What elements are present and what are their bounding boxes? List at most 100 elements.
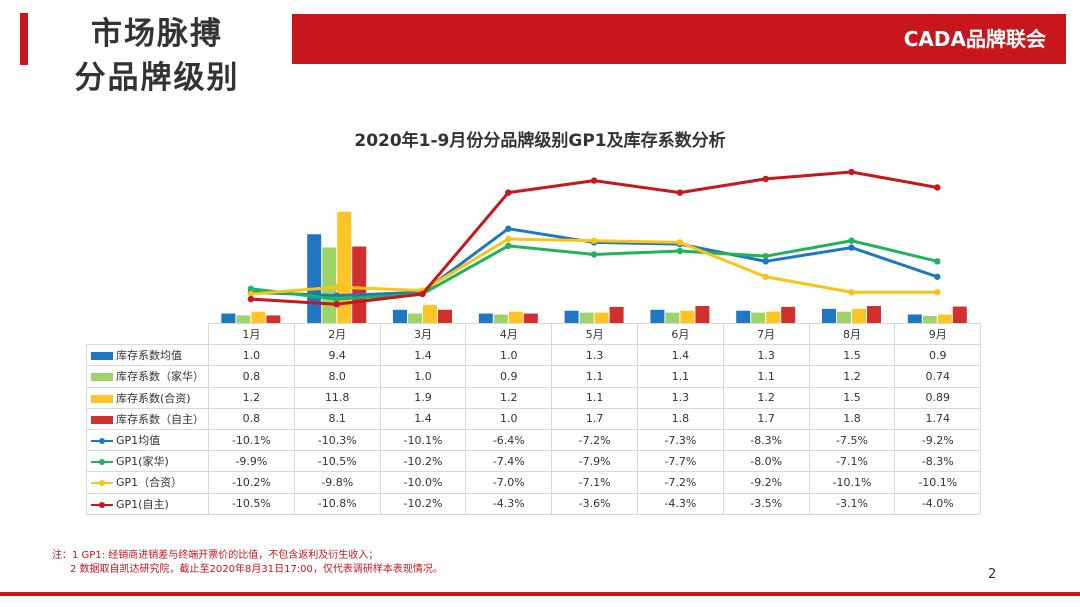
line-point bbox=[247, 285, 255, 293]
table-cell: -10.1% bbox=[379, 428, 467, 452]
table-cell: -3.6% bbox=[551, 492, 638, 515]
bottom-accent-line bbox=[0, 592, 1080, 596]
line-point bbox=[676, 247, 684, 255]
table-cell: 0.74 bbox=[894, 365, 982, 388]
table-cell: -7.2% bbox=[636, 471, 724, 494]
table-row: GP1(自主) -10.5% -10.8% -10.2% -4.3% -3.6% -4.3%… bbox=[86, 492, 982, 515]
series-name: 库存系数(合资) bbox=[116, 391, 191, 405]
table-cell: 8.0 bbox=[293, 365, 381, 388]
table-cell: 0.89 bbox=[894, 386, 982, 409]
page-number: 2 bbox=[988, 567, 997, 582]
bar-legend-swatch bbox=[91, 373, 113, 382]
table-corner bbox=[87, 324, 209, 345]
table-cell: 1.1 bbox=[551, 386, 638, 409]
bar bbox=[352, 246, 367, 323]
table-cell: 0.8 bbox=[208, 407, 295, 430]
table-cell: 1.2 bbox=[808, 365, 896, 388]
line-point bbox=[505, 225, 512, 232]
series-label: GP1(家华) bbox=[86, 450, 209, 473]
series-name: 库存系数均值 bbox=[116, 349, 182, 363]
bar bbox=[650, 309, 665, 323]
table-cell: 1.9 bbox=[379, 386, 467, 409]
bar bbox=[508, 311, 523, 323]
bar-legend-swatch bbox=[91, 394, 113, 403]
table-cell: 1.74 bbox=[894, 407, 982, 430]
bar-legend-swatch bbox=[91, 415, 113, 424]
table-row: 库存系数（家华） 0.8 8.0 1.0 0.9 1.1 1.1 1.1 1.2 0.74 bbox=[86, 365, 982, 388]
series-label: 库存系数（家华） bbox=[86, 365, 209, 388]
bar bbox=[922, 316, 937, 323]
line-legend-swatch bbox=[91, 500, 113, 510]
table-cell: 1.1 bbox=[636, 365, 724, 388]
table-row: 库存系数(合资) 1.2 11.8 1.9 1.2 1.1 1.3 1.2 1.5 0.89 bbox=[86, 386, 982, 409]
table-cell: -4.3% bbox=[636, 492, 724, 515]
table-cell: -10.5% bbox=[208, 492, 295, 515]
line-point bbox=[934, 184, 941, 191]
brand-label: CADA品牌联会 bbox=[903, 27, 1046, 51]
table-cell: -10.8% bbox=[293, 492, 381, 515]
line-point bbox=[333, 283, 340, 291]
table-cell: -3.1% bbox=[808, 492, 896, 515]
line-point bbox=[762, 175, 769, 183]
line-point bbox=[762, 273, 769, 280]
table-cell: 1.8 bbox=[636, 407, 724, 430]
series-label: 库存系数（自主） bbox=[86, 407, 209, 430]
bar bbox=[564, 310, 579, 323]
series-name: GP1均值 bbox=[116, 434, 161, 448]
line-legend-swatch bbox=[91, 436, 113, 446]
table-cell: 1.0 bbox=[208, 344, 295, 367]
line-point bbox=[505, 235, 512, 243]
month-header: 7月 bbox=[722, 322, 810, 346]
line-point bbox=[676, 189, 684, 196]
table-cell: 1.1 bbox=[551, 365, 638, 388]
table-cell: 0.9 bbox=[465, 365, 553, 388]
bar bbox=[307, 234, 322, 323]
table-cell: -10.1% bbox=[208, 428, 295, 452]
line-point bbox=[762, 258, 769, 265]
bar bbox=[937, 314, 952, 323]
table-cell: 1.3 bbox=[636, 386, 724, 409]
bar bbox=[393, 309, 407, 323]
table-cell: -10.2% bbox=[208, 471, 295, 494]
table-cell: 8.1 bbox=[293, 407, 381, 430]
month-header: 5月 bbox=[551, 322, 638, 346]
table-cell: -10.0% bbox=[379, 471, 467, 494]
series-label: 库存系数均值 bbox=[86, 344, 209, 367]
table-cell: -6.4% bbox=[465, 428, 553, 452]
bar bbox=[579, 312, 594, 323]
bar bbox=[736, 310, 751, 323]
table-cell: 11.8 bbox=[293, 386, 381, 409]
page-title-line2: 分品牌级别 bbox=[74, 60, 240, 96]
month-header: 4月 bbox=[465, 322, 553, 346]
bar bbox=[408, 313, 422, 323]
table-row: GP1均值 -10.1% -10.3% -10.1% -6.4% -7.2% -7.3% -8… bbox=[86, 428, 982, 452]
table-cell: -10.1% bbox=[808, 471, 896, 494]
footnotes: 注：1 GP1: 经销商进销差与终端开票价的比值，不包含返利及衍生收入； 2 数… bbox=[52, 549, 443, 577]
bar bbox=[907, 314, 922, 323]
line-point bbox=[333, 301, 340, 308]
month-header: 1月 bbox=[208, 322, 295, 346]
bar bbox=[221, 313, 236, 323]
bar bbox=[751, 312, 766, 323]
line-point bbox=[934, 289, 941, 296]
line-point bbox=[247, 290, 255, 298]
table-cell: -7.2% bbox=[551, 428, 638, 452]
bar bbox=[266, 315, 281, 323]
line-point bbox=[934, 258, 941, 265]
table-header-row: 1月 2月 3月 4月 5月 6月 7月 8月 9月 bbox=[87, 322, 982, 346]
bar bbox=[867, 306, 881, 323]
table-cell: 0.8 bbox=[208, 365, 295, 388]
bar bbox=[594, 312, 609, 323]
table-cell: -9.9% bbox=[208, 450, 295, 473]
header-band: CADA品牌联会 bbox=[292, 14, 1066, 64]
series-label: GP1均值 bbox=[86, 428, 209, 452]
series-name: GP1(家华) bbox=[116, 455, 169, 469]
table-cell: -9.2% bbox=[722, 471, 810, 494]
table-cell: -10.2% bbox=[379, 492, 467, 515]
series-name: GP1（合资） bbox=[116, 476, 183, 490]
series-label: 库存系数(合资) bbox=[86, 386, 209, 409]
table-cell: -10.3% bbox=[293, 428, 381, 452]
table-cell: -7.0% bbox=[465, 471, 553, 494]
table-cell: 1.5 bbox=[808, 386, 896, 409]
table-row: 库存系数（自主） 0.8 8.1 1.4 1.0 1.7 1.8 1.7 1.8 1.74 bbox=[86, 407, 982, 430]
